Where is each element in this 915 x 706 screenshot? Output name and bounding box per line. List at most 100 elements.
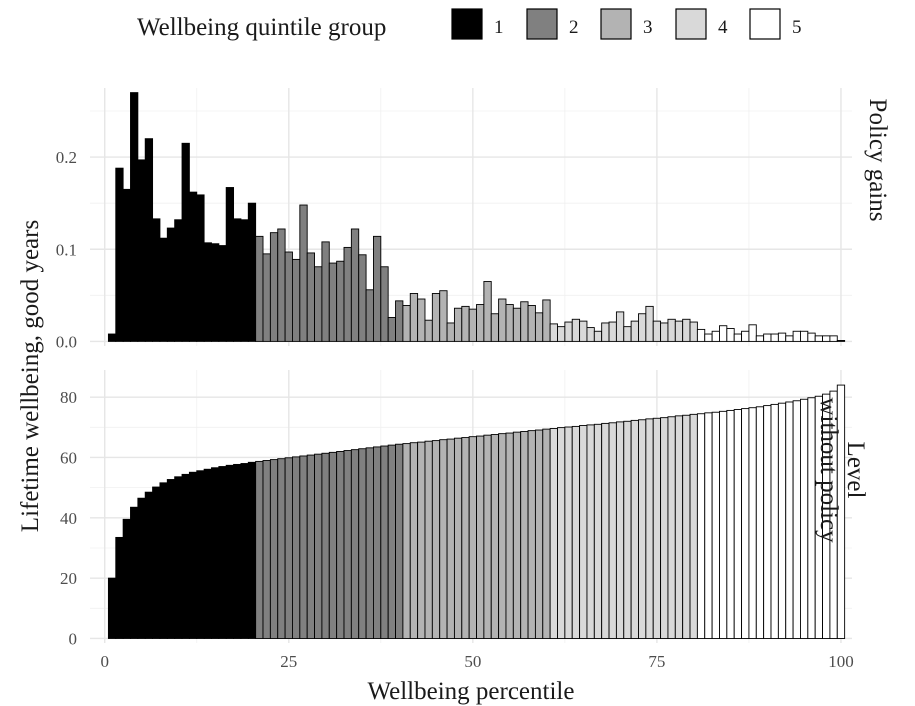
bar-p32 <box>336 451 345 639</box>
bar-p70 <box>615 421 625 639</box>
bar-p34 <box>350 228 360 342</box>
bar-p44 <box>424 319 433 342</box>
bar-p6 <box>144 138 154 342</box>
bar-p92 <box>777 402 787 639</box>
bar-p87 <box>741 408 750 639</box>
y-axis-title: Lifetime wellbeing, good years <box>17 220 44 532</box>
bars <box>107 384 846 639</box>
strip-label-line: Level <box>842 442 869 499</box>
bar-p93 <box>785 335 794 342</box>
bar-p26 <box>292 258 301 342</box>
legend-label-4: 4 <box>718 17 728 38</box>
bar-p64 <box>571 318 581 342</box>
bar-p94 <box>792 400 801 639</box>
bar-p84 <box>719 325 728 342</box>
bar-p37 <box>373 446 382 639</box>
bar-p2 <box>115 167 124 342</box>
bar-p77 <box>667 318 676 342</box>
bar-p75 <box>652 417 662 639</box>
bar-p9 <box>166 227 176 342</box>
bar-p4 <box>130 506 139 639</box>
bar-p11 <box>181 142 190 342</box>
bar-p16 <box>218 466 227 639</box>
bar-p89 <box>755 406 765 639</box>
bar-p91 <box>770 333 779 342</box>
bar-p47 <box>446 322 455 342</box>
bar-p88 <box>748 324 757 342</box>
bar-p92 <box>777 332 787 342</box>
legend-key-4 <box>675 8 707 40</box>
bar-p71 <box>623 326 632 342</box>
x-tick-label: 0 <box>100 652 109 671</box>
bar-p18 <box>233 218 242 342</box>
bar-p69 <box>608 321 617 342</box>
y-tick-label: 0.2 <box>56 148 77 167</box>
strip-label-line: without policy <box>815 397 842 543</box>
bar-p17 <box>225 187 235 342</box>
chart-panels: 0.0 0.1 0.2 Policy gains 0 20 40 60 80 Levelwitho… <box>56 88 891 671</box>
legend-items: 1 2 3 4 5 <box>451 8 802 40</box>
y-tick-label: 80 <box>60 388 77 407</box>
bar-p41 <box>402 443 411 639</box>
bar-p77 <box>667 416 676 639</box>
bar-p3 <box>122 188 131 342</box>
bar-p10 <box>174 476 183 639</box>
bar-p37 <box>373 235 382 342</box>
bar-p48 <box>453 437 463 639</box>
bar-p26 <box>292 456 301 639</box>
bar-p61 <box>549 428 558 639</box>
bar-p63 <box>564 321 573 342</box>
bar-p14 <box>203 468 212 639</box>
bar-p60 <box>542 428 551 639</box>
bar-p12 <box>188 191 198 342</box>
bar-p18 <box>233 463 242 639</box>
bar-p27 <box>299 455 308 639</box>
bar-p87 <box>741 330 750 342</box>
bar-p48 <box>453 307 463 342</box>
bar-p85 <box>726 409 735 639</box>
bar-p31 <box>328 262 338 342</box>
bar-p91 <box>770 403 779 639</box>
bar-p47 <box>446 438 455 639</box>
bar-p94 <box>792 330 801 342</box>
bar-p61 <box>549 323 558 342</box>
bar-p7 <box>152 218 161 342</box>
bar-p46 <box>439 439 448 639</box>
legend-key-1 <box>451 8 483 40</box>
bar-p32 <box>336 260 345 342</box>
bar-p2 <box>115 536 124 639</box>
bar-p62 <box>557 427 566 639</box>
bar-p25 <box>284 457 293 639</box>
bar-p42 <box>409 442 419 639</box>
bar-p19 <box>240 219 249 342</box>
bar-p27 <box>299 204 308 342</box>
legend-key-2 <box>526 8 558 40</box>
bar-p20 <box>247 202 257 342</box>
bar-p22 <box>262 460 271 639</box>
bar-p75 <box>652 320 662 342</box>
bar-p28 <box>306 252 316 342</box>
bar-p95 <box>800 330 809 342</box>
x-tick-label: 75 <box>648 652 665 671</box>
bar-p46 <box>439 290 448 342</box>
bar-p79 <box>682 318 691 342</box>
bar-p57 <box>520 431 529 639</box>
bar-p42 <box>409 293 419 342</box>
bar-p97 <box>814 335 824 342</box>
bar-p44 <box>424 440 433 639</box>
x-tick-labels: 0 25 50 75 100 <box>100 652 853 671</box>
bar-p8 <box>159 237 168 342</box>
bar-p43 <box>417 298 426 342</box>
bar-p57 <box>520 301 529 342</box>
bar-p96 <box>807 397 816 639</box>
bar-p82 <box>704 412 713 639</box>
x-tick-label: 25 <box>280 652 297 671</box>
legend-key-5 <box>749 8 781 40</box>
y-tick-label: 40 <box>60 509 77 528</box>
bar-p59 <box>534 312 544 342</box>
legend-label-1: 1 <box>494 17 504 38</box>
bar-p35 <box>358 448 367 639</box>
y-tick-label: 20 <box>60 569 77 588</box>
bar-p24 <box>277 458 286 639</box>
bar-p4 <box>130 92 139 342</box>
